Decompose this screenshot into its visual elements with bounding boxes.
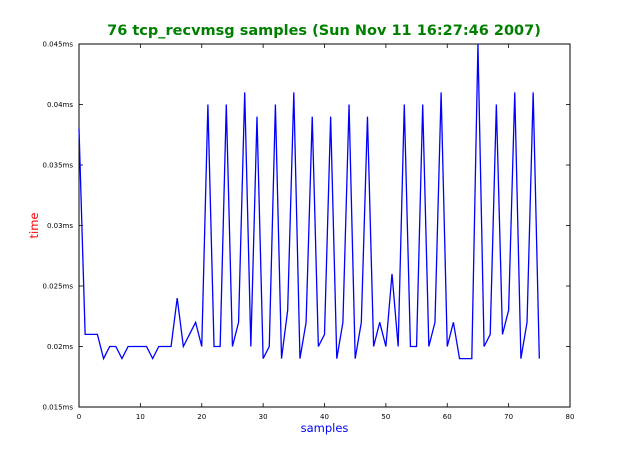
x-tick-label: 10 (136, 413, 145, 421)
x-tick-label: 30 (259, 413, 268, 421)
x-tick-label: 50 (381, 413, 390, 421)
x-tick-label: 70 (504, 413, 513, 421)
x-tick-label: 60 (443, 413, 452, 421)
y-tick-label: 0.02ms (47, 343, 73, 351)
x-axis-label: samples (301, 421, 349, 435)
y-tick-label: 0.04ms (47, 101, 73, 109)
chart-title: 76 tcp_recvmsg samples (Sun Nov 11 16:27… (107, 23, 541, 39)
series-line (78, 43, 540, 361)
y-axis-label: time (27, 213, 41, 239)
x-tick-label: 80 (566, 413, 575, 421)
y-tick-label: 0.015ms (42, 404, 73, 412)
x-tick-label: 20 (197, 413, 206, 421)
y-tick-label: 0.025ms (42, 283, 73, 291)
y-tick-label: 0.03ms (47, 222, 73, 230)
y-axis: 0.015ms 0.02ms 0.025ms 0.03ms 0.035ms 0.04ms 0… (42, 41, 570, 412)
y-tick-label: 0.045ms (42, 41, 73, 49)
x-tick-label: 40 (320, 413, 329, 421)
y-tick-label: 0.035ms (42, 162, 73, 170)
x-tick-label: 0 (77, 413, 81, 421)
x-axis: 0 10 20 30 40 50 60 70 80 (77, 44, 575, 421)
